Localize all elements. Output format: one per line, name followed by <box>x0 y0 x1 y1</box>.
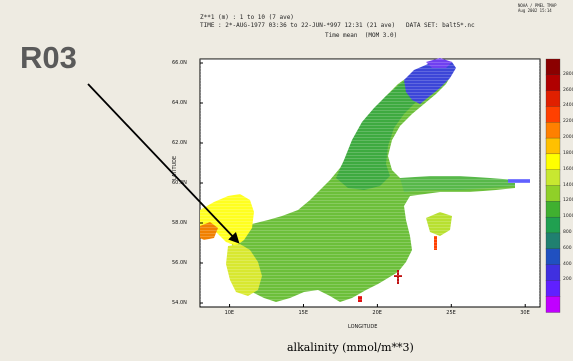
colorbar-label: 2600 <box>563 87 573 93</box>
colorbar-swatch <box>545 232 561 250</box>
header-dataset: DATA SET: balt5*.nc <box>406 22 475 29</box>
x-tick-label: 15E <box>298 310 308 316</box>
colorbar-label: 1200 <box>563 198 573 204</box>
colorbar-label: 1600 <box>563 166 573 172</box>
header-line2: TIME : 2*-AUG-1977 03:36 to 22-JUN-*997 … <box>200 22 396 29</box>
y-tick-label: 54.0N <box>172 300 187 306</box>
caption: alkalinity (mmol/m**3) <box>287 341 414 354</box>
colorbar-swatch <box>545 216 561 234</box>
y-tick-label: 64.0N <box>172 100 187 106</box>
annotation-arrow <box>87 83 240 244</box>
colorbar-swatch <box>545 137 561 155</box>
colorbar-swatch <box>545 90 561 108</box>
y-tick-label: 60.0N <box>172 180 187 186</box>
x-tick-label: 10E <box>224 310 235 316</box>
colorbar-swatch <box>545 169 561 187</box>
y-tick-label: 56.0N <box>172 260 187 266</box>
header-line4: Time mean (MOM 3.0) <box>325 32 398 39</box>
colorbar-label: 2800 <box>563 71 573 77</box>
y-tick-label: 58.0N <box>172 220 187 226</box>
y-ticks <box>200 62 203 304</box>
colorbar-swatch <box>545 264 561 282</box>
colorbar <box>545 58 561 313</box>
slide-label: R03 <box>20 40 77 75</box>
colorbar-label: 400 <box>563 261 572 267</box>
y-tick-label: 62.0N <box>172 140 187 146</box>
colorbar-swatch <box>545 106 561 123</box>
colorbar-label: 1800 <box>563 150 573 156</box>
colorbar-label: 2200 <box>563 119 573 125</box>
colorbar-swatch <box>545 58 561 76</box>
colorbar-swatch <box>545 122 561 139</box>
y-axis-label: LATITUDE <box>172 155 178 180</box>
colorbar-swatch <box>545 153 561 171</box>
colorbar-label: 1400 <box>563 182 573 188</box>
colorbar-label: 2400 <box>563 103 573 109</box>
colorbar-swatch <box>545 248 561 266</box>
colorbar-swatch <box>545 296 561 313</box>
colorbar-label: 600 <box>563 245 572 251</box>
colorbar-label: 800 <box>563 229 572 235</box>
colorbar-label: 200 <box>563 277 572 283</box>
x-axis-label: LONGITUDE <box>348 324 378 330</box>
colorbar-label: 1000 <box>563 214 573 220</box>
x-tick-label: 25E <box>446 310 456 316</box>
colorbar-swatch <box>545 280 561 297</box>
x-tick-label: 30E <box>520 310 530 316</box>
colorbar-swatch <box>545 185 561 202</box>
y-tick-label: 66.0N <box>172 60 187 66</box>
x-tick-label: 20E <box>372 310 382 316</box>
colorbar-swatch <box>545 201 561 218</box>
colorbar-swatch <box>545 74 561 92</box>
colorbar-label: 2000 <box>563 135 573 141</box>
header-stamp: NOAA / PMEL TMAP Aug 2002 15:14 <box>518 3 557 13</box>
header-line1: Z**1 (m) : 1 to 10 (7 ave) <box>200 14 294 21</box>
raster-texture <box>200 59 540 307</box>
x-ticks <box>229 304 526 307</box>
